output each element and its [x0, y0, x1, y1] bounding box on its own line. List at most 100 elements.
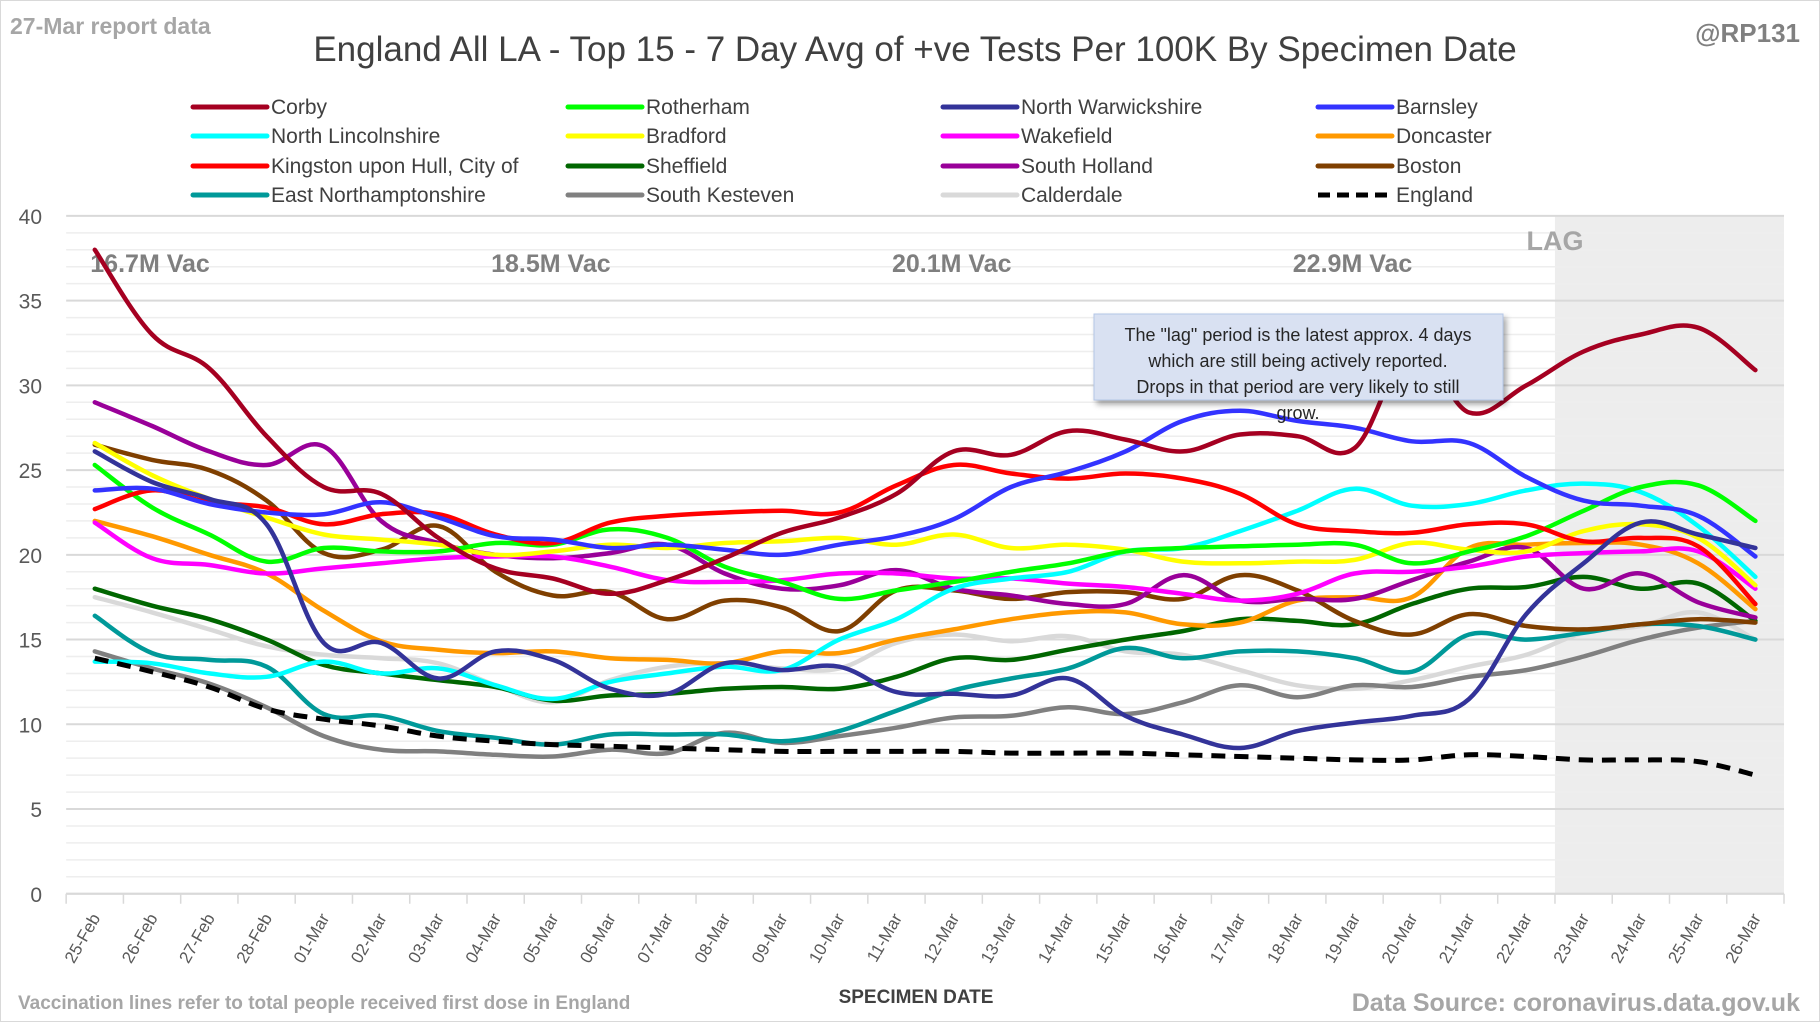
- x-tick-label: 07-Mar: [633, 910, 677, 966]
- annotation-line: The "lag" period is the latest approx. 4…: [1125, 325, 1472, 345]
- x-tick-label: 03-Mar: [404, 910, 448, 966]
- series-line-north-lincolnshire: [92, 481, 1758, 702]
- legend-item-wakefield: Wakefield: [940, 125, 1112, 148]
- legend-item-north-lincolnshire: North Lincolnshire: [190, 125, 440, 148]
- vaccination-marker-label: 20.1M Vac: [892, 250, 1012, 278]
- legend-item-rotherham: Rotherham: [565, 96, 750, 119]
- legend-item-sheffield: Sheffield: [565, 155, 727, 178]
- x-tick-label: 26-Feb: [118, 910, 161, 966]
- legend-label: Sheffield: [646, 155, 727, 178]
- legend-label: East Northamptonshire: [271, 184, 486, 207]
- legend-item-kingston-upon-hull-city-of: Kingston upon Hull, City of: [190, 155, 519, 178]
- x-tick-label: 02-Mar: [347, 910, 391, 966]
- y-tick-label: 5: [30, 799, 42, 822]
- legend-item-doncaster: Doncaster: [1315, 125, 1492, 148]
- x-tick-label: 05-Mar: [519, 910, 563, 966]
- x-tick-label: 16-Mar: [1149, 910, 1193, 966]
- legend-label: South Holland: [1021, 155, 1153, 178]
- x-tick-label: 13-Mar: [977, 910, 1021, 966]
- annotation-line: which are still being actively reported.: [1147, 351, 1447, 371]
- legend-label: Calderdale: [1021, 184, 1123, 207]
- x-tick-label: 17-Mar: [1206, 910, 1250, 966]
- legend-label: Barnsley: [1396, 96, 1478, 119]
- vaccination-marker-label: 18.5M Vac: [491, 250, 611, 278]
- x-tick-label: 26-Mar: [1721, 910, 1765, 966]
- x-tick-label: 09-Mar: [748, 910, 792, 966]
- series-line-barnsley: [92, 408, 1758, 559]
- legend-item-north-warwickshire: North Warwickshire: [940, 96, 1202, 119]
- legend-label: North Warwickshire: [1021, 96, 1202, 119]
- legend-item-calderdale: Calderdale: [940, 184, 1123, 207]
- legend-item-corby: Corby: [190, 96, 328, 119]
- series-line-doncaster: [92, 518, 1758, 666]
- x-tick-label: 12-Mar: [920, 910, 964, 966]
- x-tick-label: 10-Mar: [805, 910, 849, 966]
- x-tick-label: 22-Mar: [1492, 910, 1536, 966]
- y-tick-label: 35: [19, 291, 42, 314]
- legend-label: England: [1396, 184, 1473, 207]
- vaccination-marker-label: 22.9M Vac: [1293, 250, 1413, 278]
- author-handle: @RP131: [1695, 18, 1800, 48]
- data-source: Data Source: coronavirus.data.gov.uk: [1352, 989, 1800, 1017]
- x-tick-label: 15-Mar: [1092, 910, 1136, 966]
- chart-title: England All LA - Top 15 - 7 Day Avg of +…: [313, 30, 1516, 69]
- x-tick-label: 20-Mar: [1378, 910, 1422, 966]
- annotation-box: [1093, 313, 1504, 401]
- legend-label: Boston: [1396, 155, 1461, 178]
- series-line-south-kesteven: [92, 618, 1758, 759]
- legend-label: Doncaster: [1396, 125, 1492, 148]
- y-tick-label: 30: [19, 375, 42, 398]
- series-line-east-northamptonshire: [92, 613, 1758, 747]
- lag-label: LAG: [1527, 226, 1584, 256]
- x-tick-label: 19-Mar: [1321, 910, 1365, 966]
- legend-label: Bradford: [646, 125, 727, 148]
- legend-label: South Kesteven: [646, 184, 794, 207]
- x-tick-label: 24-Mar: [1607, 910, 1651, 966]
- x-tick-label: 11-Mar: [863, 910, 906, 965]
- legend-label: Wakefield: [1021, 125, 1112, 148]
- x-tick-label: 21-Mar: [1435, 910, 1479, 966]
- annotation-text: The "lag" period is the latest approx. 4…: [1125, 325, 1472, 423]
- x-tick-label: 06-Mar: [576, 910, 620, 966]
- report-note: 27-Mar report data: [10, 13, 211, 39]
- x-tick-label: 01-Mar: [290, 910, 334, 966]
- x-tick-label: 25-Feb: [61, 910, 104, 966]
- legend-label: North Lincolnshire: [271, 125, 440, 148]
- legend-item-england: England: [1318, 184, 1473, 207]
- legend-item-bradford: Bradford: [565, 125, 727, 148]
- series-line-england: [94, 655, 1756, 778]
- annotation-line: Drops in that period are very likely to …: [1136, 377, 1459, 397]
- x-tick-label: 28-Feb: [233, 910, 276, 966]
- x-tick-label: 08-Mar: [691, 910, 735, 966]
- vaccination-note: Vaccination lines refer to total people …: [18, 993, 630, 1014]
- y-tick-label: 10: [19, 714, 42, 737]
- x-axis-label: SPECIMEN DATE: [839, 987, 994, 1008]
- legend-item-boston: Boston: [1315, 155, 1461, 178]
- x-tick-label: 23-Mar: [1550, 910, 1594, 966]
- annotation-line: grow.: [1276, 403, 1319, 423]
- y-tick-label: 15: [19, 630, 42, 653]
- series-line-corby: [92, 247, 1758, 597]
- lag-annotation: The "lag" period is the latest approx. 4…: [1093, 313, 1504, 423]
- legend-item-south-holland: South Holland: [940, 155, 1153, 178]
- series-line-north-warwickshire: [92, 449, 1758, 751]
- legend-item-barnsley: Barnsley: [1315, 96, 1478, 119]
- y-tick-label: 25: [19, 460, 42, 483]
- y-tick-label: 20: [19, 545, 42, 568]
- series-line-kingston-upon-hull-city-of: [92, 462, 1758, 607]
- legend-item-south-kesteven: South Kesteven: [565, 184, 794, 207]
- series-line-rotherham: [92, 462, 1758, 602]
- legend-label: Kingston upon Hull, City of: [271, 155, 519, 178]
- x-tick-label: 04-Mar: [462, 910, 506, 966]
- y-tick-label: 0: [30, 884, 42, 907]
- x-tick-label: 18-Mar: [1263, 910, 1307, 966]
- x-tick-label: 14-Mar: [1034, 910, 1078, 966]
- y-tick-label: 40: [19, 206, 42, 229]
- x-tick-label: 25-Mar: [1664, 910, 1708, 966]
- x-tick-label: 27-Feb: [175, 910, 218, 966]
- legend-label: Rotherham: [646, 96, 750, 119]
- legend-item-east-northamptonshire: East Northamptonshire: [190, 184, 486, 207]
- legend-label: Corby: [271, 96, 328, 119]
